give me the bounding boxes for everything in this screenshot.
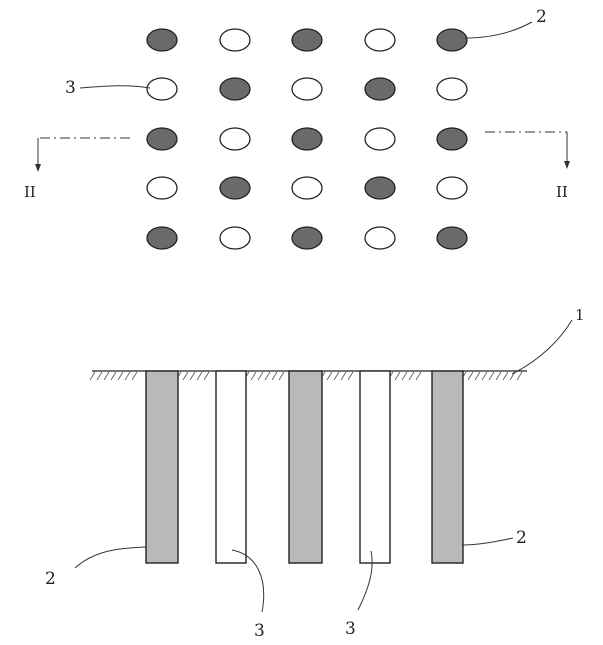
ground-hatch-mark [415, 371, 422, 381]
plan-label-3-leader [79, 85, 151, 89]
plain-column [215, 370, 247, 564]
plain-pile-top [146, 77, 178, 101]
plain-pile-top [291, 77, 323, 101]
section-marker-left [35, 137, 130, 172]
ground-hatch-mark [516, 371, 523, 381]
section-marker-right-label: II [556, 183, 568, 201]
ground-hatch-mark [257, 371, 264, 381]
plain-pile-top [219, 28, 251, 52]
ground-hatch-mark [196, 371, 203, 381]
stone-pile-top [146, 226, 178, 250]
ground-hatch-mark [264, 371, 271, 381]
section-label-plain-left: 3 [254, 621, 265, 641]
ground-hatch-mark [326, 371, 333, 381]
plan-label-stone-pile: 2 [536, 7, 547, 27]
stone-pile-top [364, 77, 396, 101]
stone-pile-top [436, 226, 468, 250]
section-label-stone-right: 2 [516, 528, 527, 548]
stone-pile-top [291, 226, 323, 250]
ground-hatch-mark [340, 371, 347, 381]
stone-column [145, 370, 179, 564]
stone-pile-top [146, 127, 178, 151]
ground-hatch-mark [131, 371, 138, 381]
section-label-stone-left: 2 [45, 569, 56, 589]
stone-column [431, 370, 464, 564]
ground-hatch-mark [103, 371, 110, 381]
ground-hatch-mark [495, 371, 502, 381]
section-label-2-left-leader [74, 546, 147, 569]
ground-hatch-mark [271, 371, 278, 381]
plain-pile-top [291, 176, 323, 200]
ground-hatch-mark [96, 371, 103, 381]
ground-hatch-mark [408, 371, 415, 381]
plain-pile-top [146, 176, 178, 200]
ground-hatch-mark [124, 371, 131, 381]
ground-hatch-mark [394, 371, 401, 381]
ground-hatch-mark [278, 371, 285, 381]
ground-hatch-mark [502, 371, 509, 381]
stone-pile-top [436, 28, 468, 52]
ground-hatch-mark [89, 371, 96, 381]
plain-pile-top [364, 127, 396, 151]
ground-hatch-mark [481, 371, 488, 381]
ground-hatch-mark [333, 371, 340, 381]
ground-hatch-mark [117, 371, 124, 381]
stone-pile-top [219, 77, 251, 101]
ground-label: 1 [575, 306, 585, 324]
stone-column [288, 370, 323, 564]
plan-label-2-leader [464, 21, 533, 39]
section-label-3-left-leader [231, 549, 265, 613]
ground-hatch-mark [189, 371, 196, 381]
ground-hatch-mark [110, 371, 117, 381]
ground-hatch-mark [467, 371, 474, 381]
ground-hatch-mark [250, 371, 257, 381]
ground-hatch-mark [474, 371, 481, 381]
plain-column [359, 370, 391, 564]
section-label-3-right-leader [357, 550, 373, 611]
plain-pile-top [364, 28, 396, 52]
ground-label-leader [511, 319, 573, 375]
stone-pile-top [146, 28, 178, 52]
ground-hatch-mark [182, 371, 189, 381]
plain-pile-top [219, 226, 251, 250]
stone-pile-top [291, 127, 323, 151]
ground-hatch-mark [488, 371, 495, 381]
stone-pile-top [219, 176, 251, 200]
section-marker-right [485, 131, 570, 169]
stone-pile-top [291, 28, 323, 52]
ground-hatch-mark [347, 371, 354, 381]
plain-pile-top [364, 226, 396, 250]
plan-view [146, 28, 468, 250]
plan-label-plain-pile: 3 [65, 78, 76, 98]
section-marker-left-label: II [24, 183, 36, 201]
stone-pile-top [364, 176, 396, 200]
ground-hatch-mark [203, 371, 210, 381]
section-columns [145, 370, 464, 564]
plain-pile-top [219, 127, 251, 151]
section-label-2-right-leader [461, 537, 514, 546]
plain-pile-top [436, 176, 468, 200]
stone-pile-top [436, 127, 468, 151]
plain-pile-top [436, 77, 468, 101]
ground-hatch-mark [401, 371, 408, 381]
section-label-plain-right: 3 [345, 619, 356, 639]
